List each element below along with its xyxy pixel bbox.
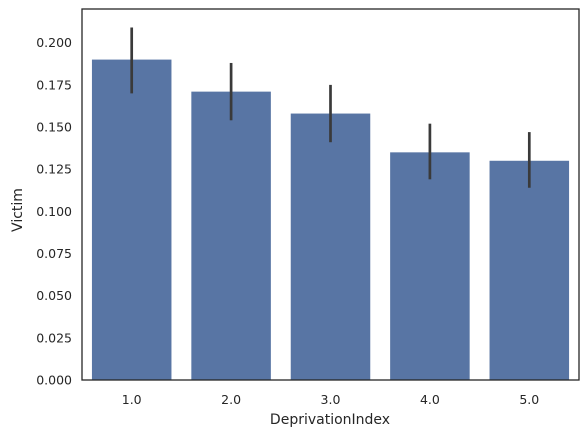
x-axis-ticks: 1.0 2.0 3.0 4.0 5.0 — [122, 392, 540, 407]
y-axis-label: Victim — [10, 188, 26, 232]
bar-4.0 — [390, 152, 470, 380]
y-tick-label: 0.125 — [36, 162, 72, 177]
bar-3.0 — [290, 113, 371, 381]
y-axis-ticks: 0.000 0.025 0.050 0.075 0.100 0.125 0.150 0.175… — [36, 35, 72, 387]
plot-frame — [81, 8, 580, 381]
y-tick-label: 0.075 — [36, 246, 72, 261]
bar-2.0 — [191, 91, 271, 380]
y-tick-label: 0.200 — [36, 35, 72, 50]
y-tick-label: 0.100 — [36, 204, 72, 219]
y-tick-label: 0.025 — [36, 330, 72, 345]
y-tick-label: 0.000 — [36, 373, 72, 388]
y-tick-label: 0.050 — [36, 288, 72, 303]
x-axis-label: DeprivationIndex — [270, 412, 390, 428]
x-tick-label: 1.0 — [122, 392, 142, 407]
y-tick-label: 0.150 — [36, 120, 72, 135]
y-tick-label: 0.175 — [36, 77, 72, 92]
bar-5.0 — [489, 160, 570, 380]
bar-1.0 — [91, 59, 172, 380]
x-tick-label: 3.0 — [321, 392, 341, 407]
bars — [91, 59, 570, 381]
x-tick-label: 4.0 — [420, 392, 440, 407]
x-tick-label: 2.0 — [221, 392, 241, 407]
x-tick-label: 5.0 — [519, 392, 539, 407]
error-bars — [130, 27, 531, 188]
